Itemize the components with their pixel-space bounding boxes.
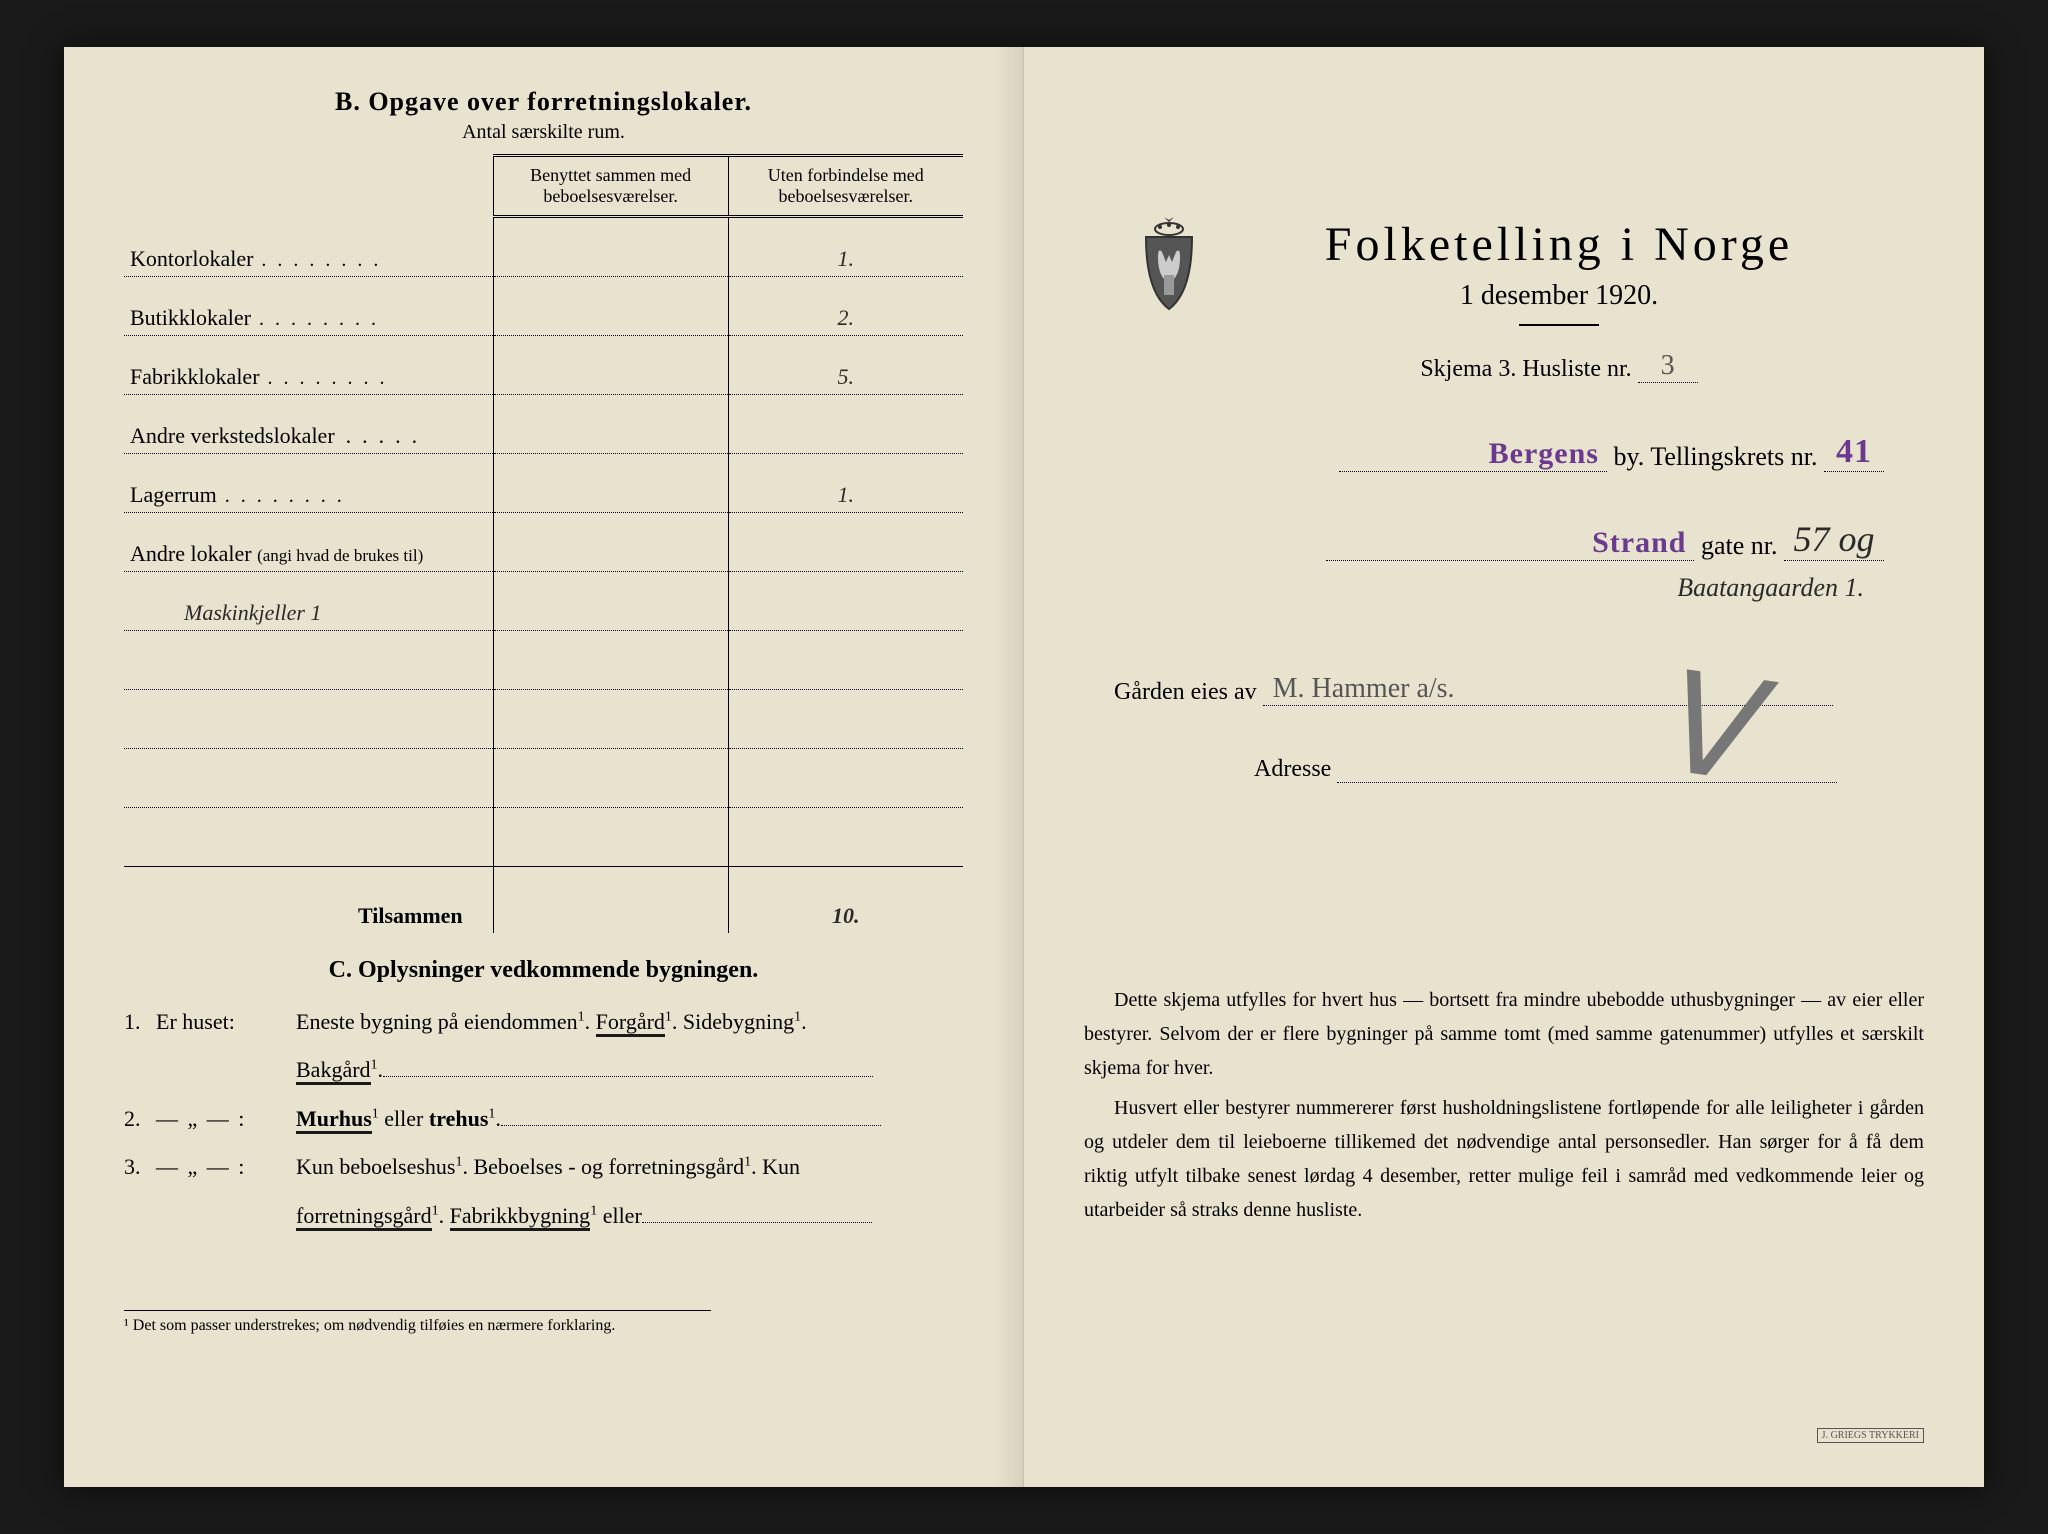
table-row	[124, 749, 963, 808]
footnote: ¹ Det som passer understrekes; om nødven…	[124, 1310, 711, 1335]
table-row: Kontorlokaler 1.	[124, 217, 963, 277]
instruction-paragraph: Dette skjema utfylles for hvert hus — bo…	[1084, 983, 1924, 1085]
sum-value: 10.	[728, 867, 963, 934]
table-row: Andre lokaler (angi hvad de brukes til)	[124, 513, 963, 572]
table-row: Butikklokaler 2.	[124, 277, 963, 336]
c-line-2: 2. — „ — : Murhus1 eller trehus1.	[124, 1095, 963, 1143]
main-title: Folketelling i Norge	[1194, 217, 1924, 272]
table-row: Lagerrum 1.	[124, 454, 963, 513]
sum-row: Tilsammen 10.	[124, 867, 963, 934]
right-page: Folketelling i Norge 1 desember 1920. Sk…	[1024, 47, 1984, 1487]
instructions: Dette skjema utfylles for hvert hus — bo…	[1084, 983, 1924, 1227]
row-v1	[493, 217, 728, 277]
row-label: Kontorlokaler	[124, 217, 493, 277]
row-v2: 1.	[728, 217, 963, 277]
district-number: 41	[1836, 433, 1872, 470]
schema-line: Skjema 3. Husliste nr. 3	[1194, 350, 1924, 383]
col-header-1: Benyttet sammen med beboelsesværelser.	[493, 156, 728, 217]
table-row: Fabrikklokaler 5.	[124, 336, 963, 395]
row-label: Fabrikklokaler	[124, 336, 493, 395]
street-stamp: Strand	[1592, 526, 1686, 559]
handwritten-label: Maskinkjeller 1	[124, 572, 493, 631]
c-line-3: 3. — „ — : Kun beboelseshus1. Beboelses …	[124, 1143, 963, 1191]
section-b-title: B. Opgave over forretningslokaler.	[124, 87, 963, 117]
section-c: C. Oplysninger vedkommende bygningen. 1.…	[124, 957, 963, 1240]
col-header-2: Uten forbindelse med beboelsesværelser.	[728, 156, 963, 217]
title-divider	[1519, 324, 1599, 326]
row-label: Andre verkstedslokaler . . . . .	[124, 395, 493, 454]
table-row: Maskinkjeller 1	[124, 572, 963, 631]
row-label: Andre lokaler (angi hvad de brukes til)	[124, 513, 493, 572]
table-row	[124, 631, 963, 690]
city-stamp: Bergens	[1489, 437, 1599, 470]
row-label: Lagerrum	[124, 454, 493, 513]
section-b-subtitle: Antal særskilte rum.	[124, 121, 963, 144]
printer-mark: J. GRIEGS TRYKKERI	[1817, 1428, 1924, 1443]
c-line-1: 1. Er huset: Eneste bygning på eiendomme…	[124, 998, 963, 1046]
row-label: Butikklokaler	[124, 277, 493, 336]
table-row: Andre verkstedslokaler . . . . .	[124, 395, 963, 454]
premises-table: Benyttet sammen med beboelsesværelser. U…	[124, 154, 963, 933]
table-row	[124, 690, 963, 749]
table-row	[124, 808, 963, 867]
instruction-paragraph: Husvert eller bestyrer nummererer først …	[1084, 1091, 1924, 1227]
owner-line: Gården eies av M. Hammer a/s.	[1084, 673, 1924, 706]
fold-shadow	[993, 47, 1023, 1487]
section-c-title: C. Oplysninger vedkommende bygningen.	[124, 957, 963, 984]
checkmark-icon: 𝘝	[1657, 641, 1775, 816]
extra-address-hand: Baatangaarden 1.	[1084, 573, 1924, 603]
sum-label: Tilsammen	[124, 867, 493, 934]
address-line: Adresse	[1084, 756, 1924, 783]
census-date: 1 desember 1920.	[1194, 280, 1924, 312]
street-line: Strand gate nr. 57 og	[1084, 518, 1924, 561]
left-page: B. Opgave over forretningslokaler. Antal…	[64, 47, 1024, 1487]
col-spacer	[124, 156, 493, 217]
coat-of-arms-icon	[1134, 217, 1204, 312]
husliste-number: 3	[1661, 350, 1675, 381]
census-document: B. Opgave over forretningslokaler. Antal…	[64, 47, 1984, 1487]
street-number: 57 og	[1794, 519, 1875, 559]
city-line: Bergens by. Tellingskrets nr. 41	[1084, 433, 1924, 472]
owner-name: M. Hammer a/s.	[1273, 673, 1455, 704]
